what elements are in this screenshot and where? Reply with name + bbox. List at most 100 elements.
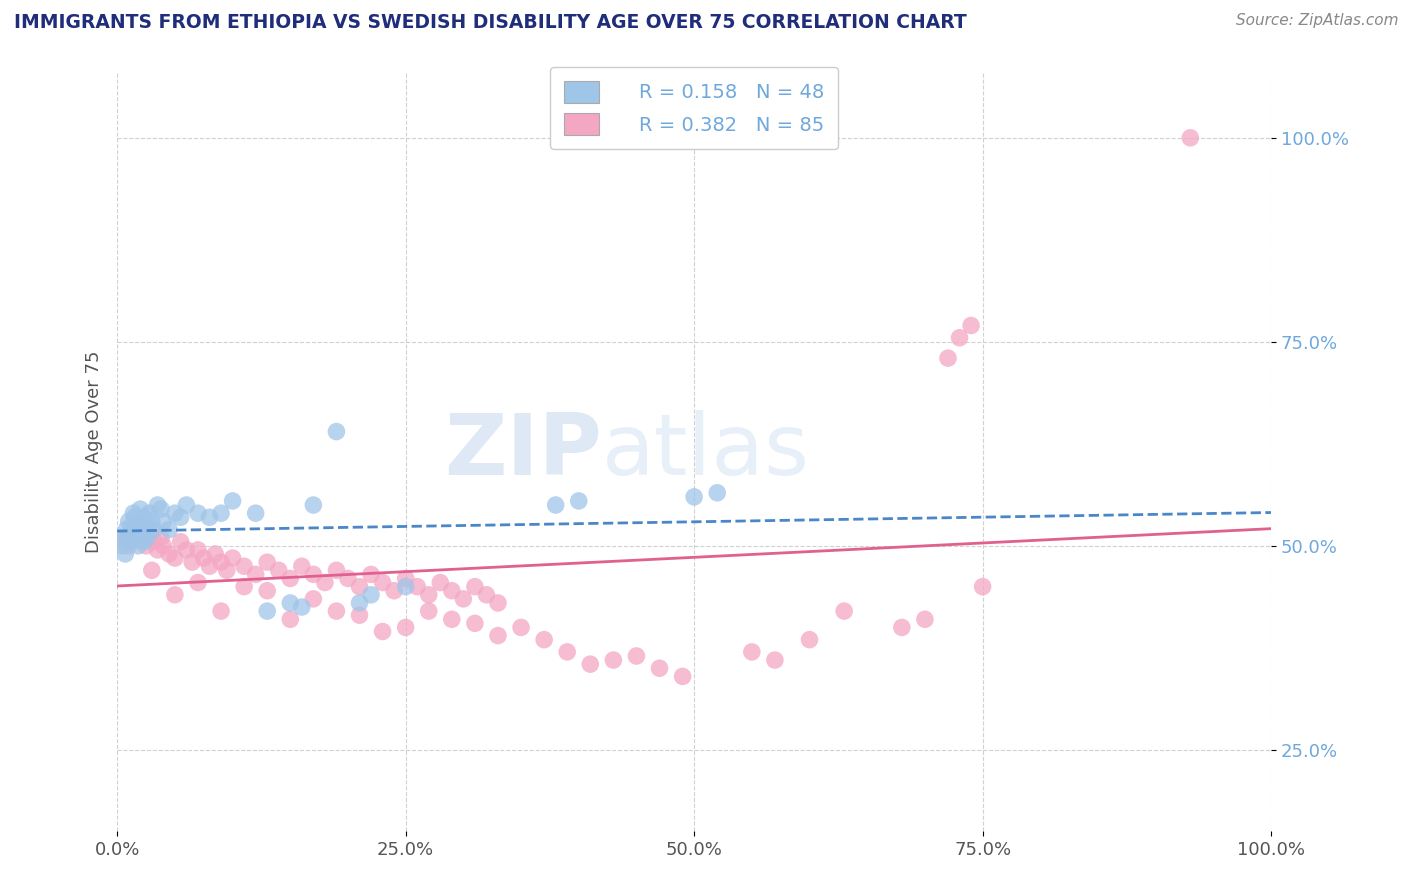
Point <box>150 502 173 516</box>
Point <box>325 563 347 577</box>
Point <box>221 494 243 508</box>
Point <box>138 526 160 541</box>
Point <box>131 518 153 533</box>
Point <box>198 510 221 524</box>
Point <box>125 531 148 545</box>
Point <box>157 547 180 561</box>
Point <box>129 502 152 516</box>
Point <box>395 572 418 586</box>
Point <box>741 645 763 659</box>
Point <box>648 661 671 675</box>
Point <box>245 506 267 520</box>
Point <box>291 600 314 615</box>
Point <box>136 531 159 545</box>
Point <box>579 657 602 672</box>
Point <box>163 551 186 566</box>
Point <box>135 539 157 553</box>
Point <box>314 575 336 590</box>
Point <box>141 523 163 537</box>
Point <box>176 498 198 512</box>
Point <box>129 518 152 533</box>
Point <box>832 604 855 618</box>
Point <box>169 534 191 549</box>
Point <box>187 506 209 520</box>
Text: Source: ZipAtlas.com: Source: ZipAtlas.com <box>1236 13 1399 29</box>
Point <box>395 580 418 594</box>
Point <box>475 588 498 602</box>
Point <box>146 542 169 557</box>
Point <box>187 575 209 590</box>
Point <box>291 559 314 574</box>
Point <box>111 539 134 553</box>
Text: IMMIGRANTS FROM ETHIOPIA VS SWEDISH DISABILITY AGE OVER 75 CORRELATION CHART: IMMIGRANTS FROM ETHIOPIA VS SWEDISH DISA… <box>14 13 967 32</box>
Point <box>256 583 278 598</box>
Point <box>124 510 146 524</box>
Point <box>325 425 347 439</box>
Point <box>464 580 486 594</box>
Point <box>568 494 591 508</box>
Point <box>360 567 382 582</box>
Point <box>440 612 463 626</box>
Point <box>683 490 706 504</box>
Point <box>131 526 153 541</box>
Point <box>115 523 138 537</box>
Point <box>138 506 160 520</box>
Point <box>533 632 555 647</box>
Text: atlas: atlas <box>602 410 810 493</box>
Point <box>325 604 347 618</box>
Point <box>544 498 567 512</box>
Point <box>163 506 186 520</box>
Point <box>278 572 301 586</box>
Point <box>118 539 141 553</box>
Point <box>176 542 198 557</box>
Point <box>555 645 578 659</box>
Point <box>209 604 232 618</box>
Point <box>278 596 301 610</box>
Text: ZIP: ZIP <box>444 410 602 493</box>
Point <box>141 514 163 528</box>
Point <box>302 567 325 582</box>
Point <box>763 653 786 667</box>
Point <box>360 588 382 602</box>
Point <box>486 629 509 643</box>
Point <box>135 523 157 537</box>
Point <box>124 523 146 537</box>
Point <box>1180 131 1202 145</box>
Point <box>150 531 173 545</box>
Point <box>120 526 142 541</box>
Point <box>169 510 191 524</box>
Point <box>122 506 145 520</box>
Point <box>181 555 204 569</box>
Point <box>152 514 174 528</box>
Legend:     R = 0.158   N = 48,     R = 0.382   N = 85: R = 0.158 N = 48, R = 0.382 N = 85 <box>550 67 838 149</box>
Point <box>302 591 325 606</box>
Point <box>132 534 155 549</box>
Point <box>134 510 156 524</box>
Point <box>278 612 301 626</box>
Point <box>110 531 132 545</box>
Point <box>127 539 149 553</box>
Point <box>960 318 983 333</box>
Point <box>486 596 509 610</box>
Point <box>118 514 141 528</box>
Point <box>115 531 138 545</box>
Point <box>349 580 371 594</box>
Y-axis label: Disability Age Over 75: Disability Age Over 75 <box>86 351 103 553</box>
Point <box>453 591 475 606</box>
Point <box>163 588 186 602</box>
Point <box>429 575 451 590</box>
Point <box>406 580 429 594</box>
Point <box>141 563 163 577</box>
Point <box>209 555 232 569</box>
Point <box>602 653 624 667</box>
Point <box>221 551 243 566</box>
Point <box>114 547 136 561</box>
Point <box>464 616 486 631</box>
Point <box>111 534 134 549</box>
Point <box>440 583 463 598</box>
Point <box>120 534 142 549</box>
Point <box>936 351 959 366</box>
Point <box>671 669 693 683</box>
Point <box>245 567 267 582</box>
Point <box>349 608 371 623</box>
